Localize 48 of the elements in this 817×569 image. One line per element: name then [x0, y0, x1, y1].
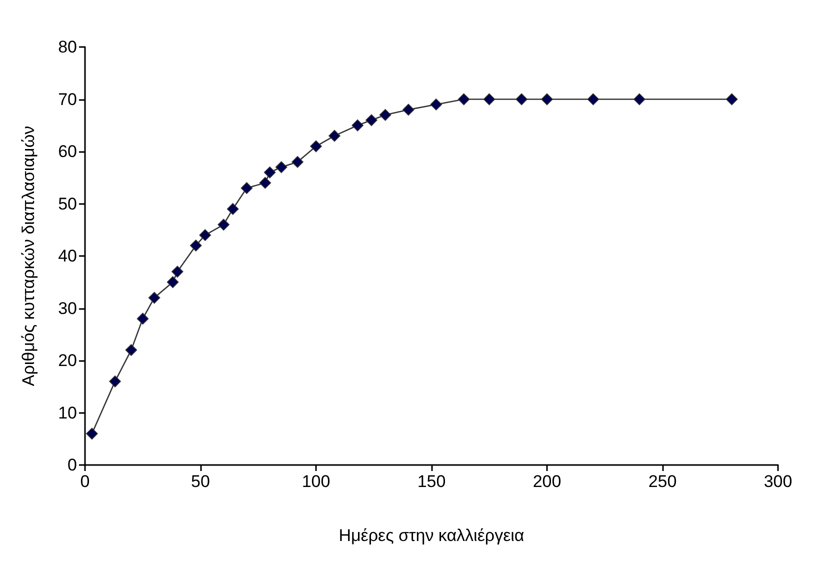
point [218, 218, 230, 231]
point [430, 98, 442, 110]
y-tick-label: 20 [58, 351, 77, 370]
point [166, 276, 179, 288]
point [634, 93, 646, 106]
y-tick-label: 80 [58, 38, 77, 56]
point [148, 292, 160, 304]
y-tick-label: 50 [58, 194, 77, 214]
y-axis-title: Αριθμός κυτταρκών διαπλασιαμών [19, 126, 38, 386]
point [259, 176, 272, 189]
x-tick-label: 50 [191, 472, 210, 491]
point [109, 376, 121, 388]
y-tick-label: 0 [68, 456, 77, 474]
x-axis-title: Ημέρες στην καλλιέργεια [338, 526, 524, 545]
y-tick-label: 30 [58, 298, 77, 318]
point [275, 161, 288, 174]
point [125, 344, 138, 356]
point [541, 93, 553, 106]
x-tick-label: 0 [80, 472, 90, 491]
point [726, 93, 738, 106]
point [199, 229, 212, 241]
x-tick-label: 200 [532, 472, 562, 491]
point [172, 266, 184, 278]
point [86, 428, 98, 440]
point [587, 93, 600, 106]
point [310, 140, 322, 152]
point [328, 130, 340, 142]
x-tick-label: 150 [417, 472, 446, 491]
y-tick-label: 10 [58, 403, 77, 422]
x-tick-label: 250 [648, 472, 677, 491]
x-tick-label: 100 [302, 472, 330, 491]
point [352, 119, 364, 132]
point [402, 104, 414, 116]
point [136, 312, 149, 325]
point [226, 203, 239, 215]
point [240, 182, 253, 194]
x-tick-label: 300 [764, 472, 792, 491]
point [264, 166, 276, 178]
point [379, 109, 392, 121]
point [190, 240, 202, 252]
y-tick-label: 40 [58, 246, 77, 266]
point [292, 156, 304, 168]
y-tick-label: 60 [58, 142, 77, 161]
point [458, 93, 470, 106]
point [516, 93, 528, 106]
point [366, 114, 378, 126]
point [483, 93, 496, 106]
y-tick-label: 70 [58, 90, 77, 109]
